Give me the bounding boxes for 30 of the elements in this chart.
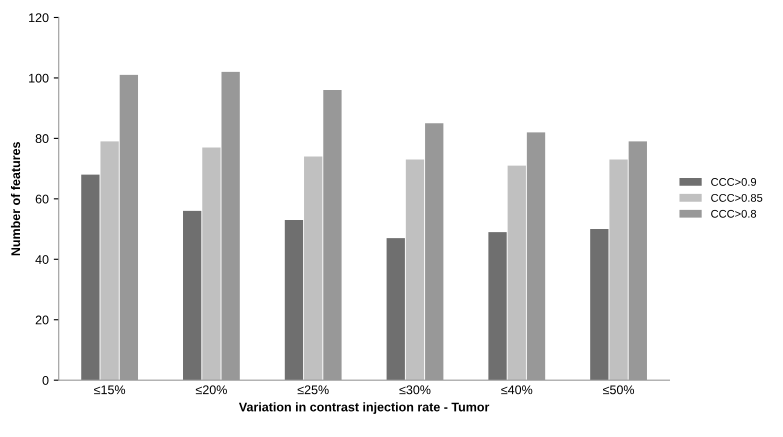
bar bbox=[609, 160, 628, 380]
y-axis-title: Number of features bbox=[10, 142, 20, 256]
x-tick-label: ≤30% bbox=[399, 385, 430, 394]
x-tick-label: ≤50% bbox=[603, 385, 634, 394]
bar bbox=[488, 232, 507, 380]
bar bbox=[202, 147, 221, 380]
y-tick-label: 20 bbox=[36, 316, 49, 324]
y-tick-label: 120 bbox=[29, 13, 49, 22]
bar bbox=[590, 229, 608, 380]
bar bbox=[81, 174, 100, 380]
legend-label: CCC>0.85 bbox=[711, 194, 762, 202]
bar bbox=[304, 156, 322, 380]
legend-label: CCC>0.8 bbox=[711, 210, 756, 218]
x-tick-label: ≤40% bbox=[501, 385, 532, 394]
y-tick-label: 0 bbox=[42, 376, 49, 385]
x-tick-label: ≤20% bbox=[196, 385, 227, 394]
legend-label: CCC>0.9 bbox=[711, 178, 756, 186]
x-tick-label: ≤15% bbox=[94, 385, 126, 394]
bar bbox=[183, 210, 202, 380]
bar bbox=[284, 220, 304, 380]
y-tick-label: 60 bbox=[36, 194, 49, 204]
y-tick-label: 80 bbox=[36, 134, 49, 144]
bar bbox=[508, 166, 526, 380]
bar bbox=[406, 160, 424, 380]
y-tick-label: 40 bbox=[35, 255, 49, 264]
bar bbox=[100, 141, 119, 380]
y-tick-label: 100 bbox=[29, 74, 49, 83]
x-axis-title: Variation in contrast injection rate - Tumor bbox=[238, 402, 490, 414]
bar bbox=[386, 238, 405, 380]
x-tick-label: ≤25% bbox=[298, 385, 329, 394]
